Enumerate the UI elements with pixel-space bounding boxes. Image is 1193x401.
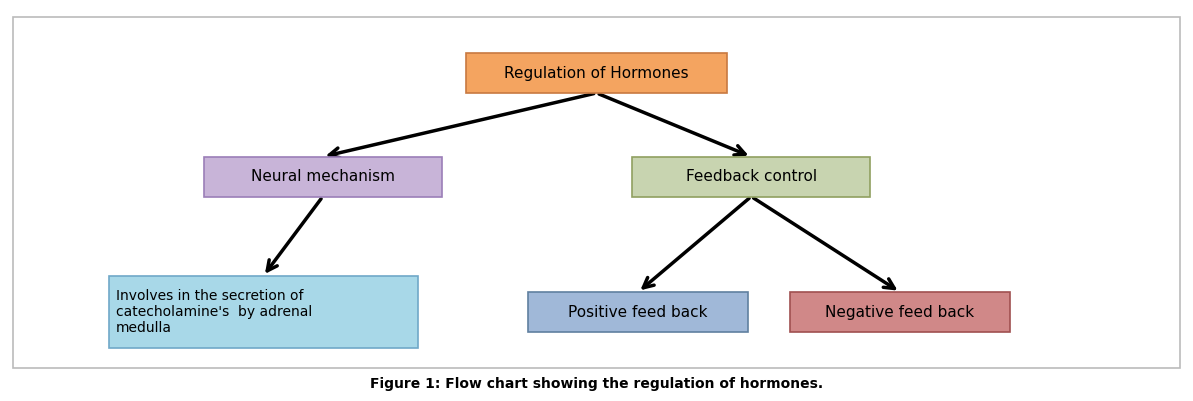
Text: Feedback control: Feedback control (686, 169, 817, 184)
FancyBboxPatch shape (632, 157, 870, 196)
Text: Positive feed back: Positive feed back (568, 304, 707, 320)
FancyBboxPatch shape (790, 292, 1010, 332)
Text: Negative feed back: Negative feed back (826, 304, 975, 320)
Text: Involves in the secretion of
catecholamine's  by adrenal
medulla: Involves in the secretion of catecholami… (116, 289, 311, 335)
FancyBboxPatch shape (109, 276, 418, 348)
FancyBboxPatch shape (465, 53, 728, 93)
Text: Neural mechanism: Neural mechanism (251, 169, 395, 184)
Text: Regulation of Hormones: Regulation of Hormones (505, 66, 688, 81)
Text: Figure 1: Flow chart showing the regulation of hormones.: Figure 1: Flow chart showing the regulat… (370, 377, 823, 391)
FancyBboxPatch shape (204, 157, 441, 196)
FancyBboxPatch shape (528, 292, 748, 332)
